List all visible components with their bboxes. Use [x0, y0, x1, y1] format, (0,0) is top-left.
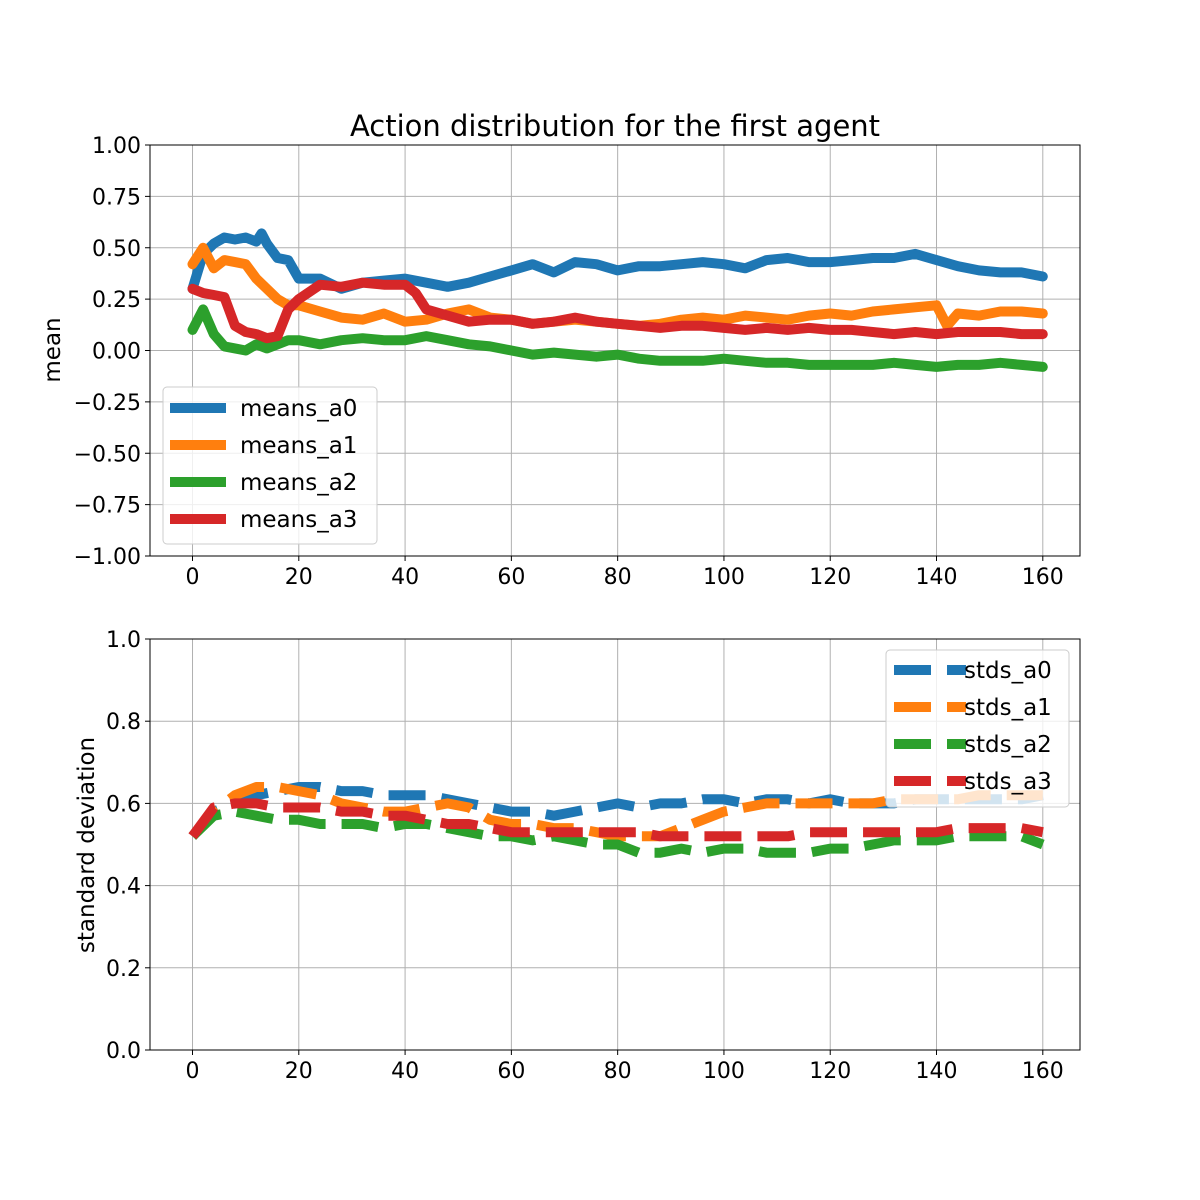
x-tick-label: 40	[391, 565, 419, 590]
y-tick-label: 0.6	[106, 792, 141, 817]
y-axis-label-mean: mean	[40, 317, 66, 382]
y-tick-label: 0.0	[106, 1039, 141, 1064]
x-tick-labels: 0 20 40 60 80 100 120 140 160	[186, 1050, 1064, 1084]
axes-frame	[149, 638, 1081, 1051]
legend-label-stds-a3: stds_a3	[964, 769, 1052, 795]
series-line-means-a0	[187, 228, 1048, 294]
y-tick-label: 0.8	[106, 710, 141, 735]
means-subplot: Action distribution for the first agent …	[40, 109, 1081, 590]
x-tick-label: 0	[186, 565, 200, 590]
y-tick-label: −0.50	[74, 442, 141, 467]
x-tick-label: 160	[1022, 1059, 1064, 1084]
legend-label-stds-a2: stds_a2	[964, 732, 1052, 758]
series-line-means-a2	[187, 304, 1048, 372]
series-line-stds-a3	[188, 798, 1044, 842]
grid	[150, 144, 1080, 557]
x-tick-label: 80	[604, 1059, 632, 1084]
legend-label-stds-a1: stds_a1	[964, 695, 1052, 721]
y-tick-label: 0.75	[92, 185, 141, 210]
x-tick-label: 20	[285, 565, 313, 590]
y-tick-label: 0.2	[106, 957, 141, 982]
series-line-stds-a2	[189, 806, 1045, 858]
y-tick-label: 1.00	[92, 134, 141, 159]
chart-title: Action distribution for the first agent	[350, 109, 880, 143]
y-tick-label: 1.0	[106, 628, 141, 653]
series-line-means-a3	[187, 277, 1048, 344]
x-tick-labels: 0 20 40 60 80 100 120 140 160	[186, 556, 1064, 590]
x-tick-label: 20	[285, 1059, 313, 1084]
legend-label-stds-a0: stds_a0	[964, 658, 1052, 684]
legend-label-means-a3: means_a3	[240, 507, 357, 533]
x-tick-label: 100	[703, 565, 745, 590]
stds-subplot: standard deviation 0 20 40 60 80 100 120 140 160…	[74, 628, 1081, 1084]
y-tick-labels: 0.0 0.2 0.4 0.6 0.8 1.0	[106, 628, 150, 1064]
x-tick-label: 120	[809, 565, 851, 590]
y-axis-label-standard-deviation: standard deviation	[74, 737, 100, 953]
legend: means_a0 means_a1 means_a2 means_a3	[162, 386, 378, 545]
series-lines	[187, 228, 1048, 372]
x-tick-label: 60	[497, 565, 525, 590]
legend-frame	[885, 649, 1070, 808]
y-tick-labels: −1.00 −0.75 −0.50 −0.25 0.00 0.25 0.50 0.75 1.00	[74, 134, 150, 570]
y-tick-label: −1.00	[74, 545, 141, 570]
x-tick-label: 80	[604, 565, 632, 590]
legend-label-means-a0: means_a0	[240, 396, 357, 422]
y-tick-label: −0.75	[74, 494, 141, 519]
legend-frame	[162, 386, 378, 545]
x-tick-label: 60	[497, 1059, 525, 1084]
legend-label-means-a2: means_a2	[240, 470, 357, 496]
y-tick-label: 0.00	[92, 340, 141, 365]
y-tick-label: 0.25	[92, 288, 141, 313]
y-tick-label: 0.50	[92, 237, 141, 262]
x-tick-label: 140	[916, 565, 958, 590]
series-line-stds-a0	[188, 782, 1044, 840]
x-tick-label: 40	[391, 1059, 419, 1084]
legend-label-means-a1: means_a1	[240, 433, 357, 459]
y-tick-label: −0.25	[74, 391, 141, 416]
axes-frame	[149, 144, 1081, 557]
x-tick-label: 140	[916, 1059, 958, 1084]
x-tick-label: 100	[703, 1059, 745, 1084]
x-tick-label: 160	[1022, 565, 1064, 590]
x-tick-label: 120	[809, 1059, 851, 1084]
y-tick-label: 0.4	[106, 875, 141, 900]
legend: stds_a0 stds_a1 stds_a2 stds_a3	[885, 649, 1070, 808]
x-tick-label: 0	[186, 1059, 200, 1084]
